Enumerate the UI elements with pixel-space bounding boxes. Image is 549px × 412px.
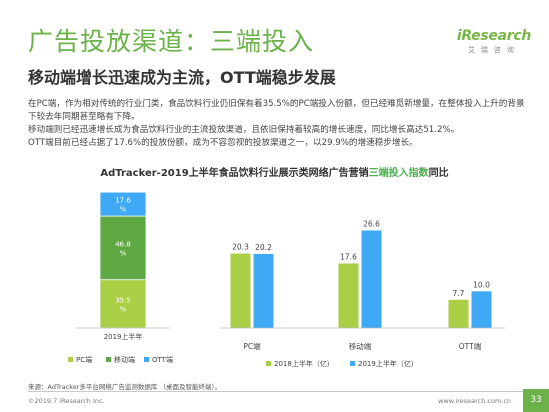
stacked-label-1-0: 46.8: [115, 240, 131, 248]
chart-heading: AdTracker-2019上半年食品饮料行业展示类网络广告营销三端投入指数同比: [0, 164, 549, 179]
group-bar-1-0: [338, 263, 359, 328]
stacked-label-2-0: 17.6: [115, 197, 131, 205]
paragraph-ott: OTT端目前已经占据了17.6%的投放份额，成为不容忽视的投放渠道之一，以29.…: [28, 138, 418, 148]
footer-divider: [28, 391, 523, 392]
stacked-segment-1: [99, 215, 147, 281]
paragraph-mobile: 移动端则已经迅速增长成为食品饮料行业的主流投放渠道，且依旧保持着较高的增长速度，…: [28, 125, 460, 135]
logo-brand-text: iResearch: [456, 28, 531, 44]
group-bar-value-0-0: 20.3: [232, 243, 249, 252]
group-category-label-0: PC端: [243, 341, 261, 351]
group-category-label-1: 移动端: [349, 341, 372, 351]
stacked-legend-label-0: PC端: [76, 355, 92, 364]
stacked-label-0-1: %: [120, 305, 127, 313]
logo-cn-text: 艾瑞咨询: [467, 46, 520, 54]
page-number: 33: [523, 389, 549, 412]
group-bar-value-2-0: 7.7: [453, 289, 465, 298]
stacked-label-0-0: 35.5: [115, 296, 131, 304]
group-bar-2-1: [471, 291, 492, 328]
group-bar-0-1: [253, 253, 274, 328]
paragraph-pc: 在PC端，作为相对传统的行业门类，食品饮料行业仍旧保有着35.5%的PC端投入份…: [28, 99, 525, 122]
website-text: www.iresearch.com.cn: [438, 397, 512, 405]
group-legend-swatch-0: [266, 361, 271, 366]
group-legend-swatch-1: [350, 361, 355, 366]
stacked-legend-swatch-1: [106, 357, 111, 362]
page-title: 广告投放渠道：三端投入: [28, 27, 315, 56]
chart-heading-highlight: 三端投入指数: [368, 168, 429, 179]
group-bar-value-2-1: 10.0: [473, 280, 490, 289]
copyright-text: ©2019.7 iResearch Inc.: [28, 397, 105, 405]
group-bar-value-0-1: 20.2: [255, 243, 272, 252]
group-bar-1-1: [361, 230, 382, 328]
group-legend-label-1: 2019上半年（亿）: [358, 359, 418, 368]
source-note: 来源：AdTracker多平台网络广告监测数据库 （桌面及智能终端）。: [28, 383, 222, 391]
group-bar-value-1-0: 17.6: [340, 252, 357, 261]
group-bar-0-0: [230, 253, 251, 328]
stacked-category-label: 2019上半年: [104, 332, 143, 341]
group-bar-2-0: [448, 299, 469, 328]
group-legend-label-0: 2018上半年（亿）: [274, 359, 334, 368]
chart-heading-before: AdTracker-2019上半年食品饮料行业展示类网络广告营销: [100, 168, 369, 179]
page-subtitle: 移动端增长迅速成为主流，OTT端稳步发展: [28, 68, 336, 87]
stacked-segment-2: [99, 191, 147, 217]
iresearch-logo: iResearch 艾瑞咨询: [457, 28, 531, 55]
chart-heading-after: 同比: [428, 168, 449, 179]
stacked-legend-label-1: 移动端: [114, 355, 135, 364]
stacked-label-2-1: %: [120, 206, 127, 214]
stacked-legend-label-2: OTT端: [152, 355, 173, 364]
group-bar-value-1-1: 26.6: [363, 219, 380, 228]
stacked-label-1-1: %: [120, 249, 127, 257]
group-category-label-2: OTT端: [459, 341, 482, 351]
stacked-legend-swatch-2: [144, 357, 149, 362]
stacked-legend-swatch-0: [68, 357, 73, 362]
